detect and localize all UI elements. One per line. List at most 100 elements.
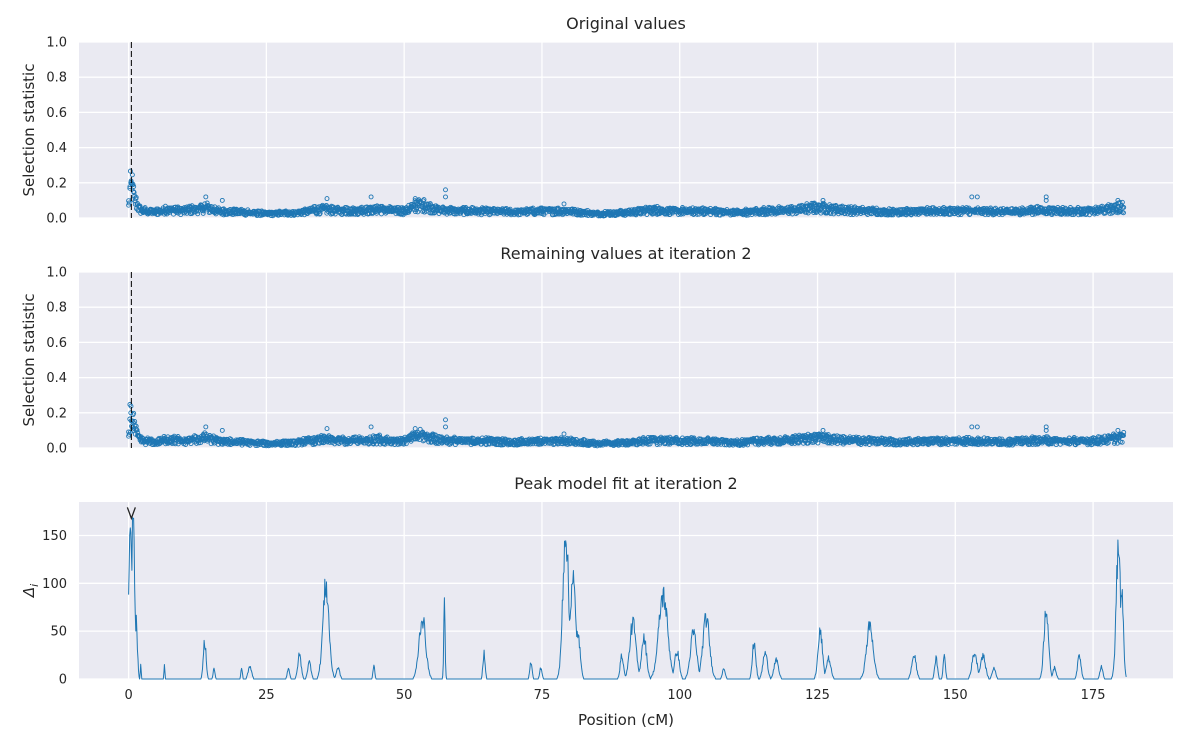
data-point: [1121, 210, 1126, 216]
y-tick-label: 0.6: [46, 336, 67, 351]
data-point: [332, 211, 338, 217]
data-point: [918, 439, 924, 445]
data-point-outlier: [219, 427, 225, 433]
y-tick-label: 0.0: [46, 442, 67, 457]
data-point: [585, 207, 590, 213]
data-point: [167, 436, 173, 441]
data-point-outlier: [1115, 427, 1121, 433]
data-point: [1121, 204, 1127, 210]
data-point: [534, 439, 540, 444]
data-point: [133, 423, 139, 429]
data-point: [405, 436, 410, 442]
plot-area: [79, 272, 1173, 448]
y-axis-label-main: Δ: [20, 587, 38, 598]
data-point: [789, 203, 795, 209]
data-point-outlier: [443, 187, 448, 193]
data-point: [315, 436, 320, 441]
data-point-outlier: [969, 424, 975, 430]
data-point-outlier: [130, 182, 136, 188]
data-point-outlier: [368, 194, 374, 200]
data-point: [270, 441, 276, 446]
data-point: [928, 209, 934, 215]
data-point: [638, 439, 644, 445]
data-point: [853, 208, 859, 214]
data-point: [735, 208, 741, 214]
data-point: [803, 203, 808, 209]
data-point: [1105, 440, 1111, 446]
data-point: [654, 442, 660, 447]
data-point: [346, 208, 352, 214]
data-point: [213, 434, 219, 440]
data-point: [1003, 438, 1009, 444]
data-point: [849, 439, 855, 445]
data-point: [456, 435, 462, 441]
data-point: [455, 209, 461, 215]
data-point-outlier: [1043, 424, 1049, 430]
data-point: [138, 434, 144, 440]
data-point: [579, 208, 585, 214]
data-point: [127, 402, 133, 407]
data-point: [384, 434, 390, 440]
data-point: [874, 205, 879, 211]
data-point: [765, 209, 770, 215]
data-point: [744, 438, 750, 444]
data-point: [530, 205, 536, 211]
data-point: [260, 209, 266, 215]
scatter-points: [126, 168, 1127, 219]
data-point: [638, 205, 644, 211]
data-point: [1106, 202, 1111, 208]
data-point: [1035, 203, 1040, 209]
data-point: [498, 439, 504, 444]
data-point: [704, 436, 710, 442]
data-point: [718, 439, 724, 445]
data-point: [183, 206, 189, 212]
data-point: [824, 433, 830, 439]
data-point: [688, 441, 694, 447]
panel-title: Remaining values at iteration 2: [500, 244, 751, 263]
data-point-outlier: [820, 197, 826, 203]
data-point: [200, 436, 206, 441]
data-point-outlier: [1043, 197, 1049, 203]
y-tick-label: 0.8: [46, 71, 67, 86]
data-point: [507, 206, 513, 212]
data-point: [787, 438, 793, 444]
data-point: [340, 208, 346, 214]
data-point: [397, 208, 403, 214]
data-point: [482, 206, 488, 212]
data-point: [1071, 435, 1077, 440]
data-point: [705, 206, 711, 212]
data-point: [1108, 435, 1114, 441]
data-point: [412, 431, 418, 437]
data-point: [797, 207, 803, 213]
data-point: [841, 433, 846, 439]
data-point: [413, 430, 419, 436]
data-point: [846, 204, 852, 210]
data-point: [803, 432, 808, 438]
data-point: [196, 440, 202, 446]
data-point: [193, 434, 199, 439]
data-point: [990, 439, 996, 445]
data-point: [738, 211, 744, 216]
data-point: [933, 436, 939, 442]
data-point: [451, 434, 457, 440]
y-axis-label: Δi: [20, 584, 41, 598]
data-point: [174, 435, 180, 441]
data-point: [804, 201, 810, 207]
data-point: [317, 207, 323, 213]
data-point-outlier: [974, 424, 980, 430]
data-point: [1111, 431, 1116, 437]
y-tick-label: 0.2: [46, 406, 67, 421]
data-point: [137, 203, 143, 209]
data-point: [985, 435, 991, 441]
data-point: [483, 442, 489, 448]
data-point: [967, 212, 972, 218]
plot-area: [79, 502, 1173, 679]
data-point-outlier: [443, 424, 448, 430]
data-point: [498, 209, 504, 215]
data-point-outlier: [412, 196, 418, 202]
data-point: [202, 430, 208, 436]
scatter-points: [126, 402, 1127, 449]
data-point-outlier: [203, 424, 209, 430]
data-point: [865, 439, 871, 445]
